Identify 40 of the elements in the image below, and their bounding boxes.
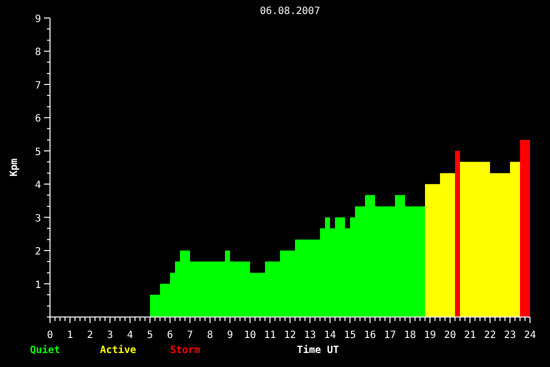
x-tick-label: 22 xyxy=(484,330,496,341)
x-tick-label: 18 xyxy=(404,330,416,341)
x-tick-label: 24 xyxy=(524,330,536,341)
x-tick-label: 12 xyxy=(284,330,296,341)
x-tick-label: 15 xyxy=(344,330,356,341)
x-tick-label: 23 xyxy=(504,330,516,341)
x-tick-label: 0 xyxy=(46,330,54,341)
x-tick-label: 14 xyxy=(324,330,336,341)
x-tick-label: 6 xyxy=(166,330,174,341)
x-tick-label: 16 xyxy=(364,330,376,341)
y-tick-label: 4 xyxy=(34,180,41,192)
text: Active xyxy=(100,344,136,356)
y-tick-label: 2 xyxy=(34,246,41,258)
y-tick-label: 9 xyxy=(34,14,41,25)
x-tick-label: 20 xyxy=(444,330,456,341)
x-tick-label: 5 xyxy=(146,330,154,341)
x-tick-label: 7 xyxy=(186,330,194,341)
x-axis-title: Time UT xyxy=(296,344,340,356)
x-tick-label: 10 xyxy=(244,330,256,341)
text: Storm xyxy=(170,345,200,356)
x-tick-label: 19 xyxy=(424,330,436,341)
x-tick-label: 17 xyxy=(384,330,396,341)
y-axis-title: Kpm xyxy=(9,158,20,177)
x-tick-label: 3 xyxy=(106,330,114,341)
x-tick-label: 9 xyxy=(226,330,234,341)
x-tick-label: 21 xyxy=(464,330,476,341)
y-tick-label: 5 xyxy=(34,146,41,158)
y-tick-label: 1 xyxy=(34,280,41,291)
text: Quiet xyxy=(30,344,60,356)
x-tick-label: 2 xyxy=(86,330,94,341)
x-tick-label: 8 xyxy=(206,330,214,341)
x-tick-label: 13 xyxy=(304,330,316,341)
y-tick-label: 8 xyxy=(34,47,41,58)
y-tick-label: 7 xyxy=(34,80,41,92)
x-tick-label: 1 xyxy=(66,330,74,341)
y-tick-label: 3 xyxy=(34,213,41,224)
chart-title: 06.08.2007 xyxy=(260,6,320,17)
y-tick-label: 6 xyxy=(34,114,41,125)
x-tick-label: 4 xyxy=(126,330,134,341)
x-tick-label: 11 xyxy=(264,330,276,341)
